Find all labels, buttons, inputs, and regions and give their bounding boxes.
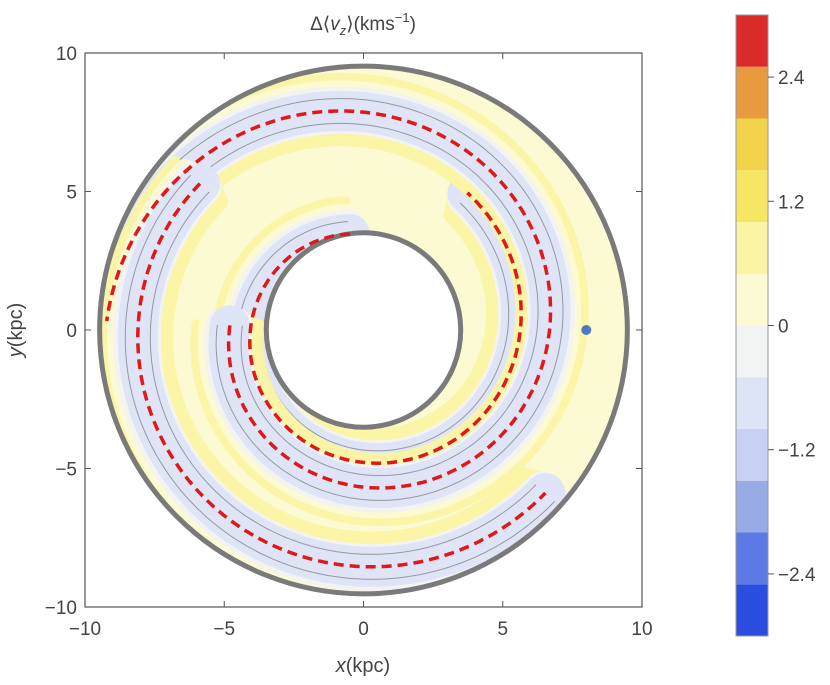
colorbar-swatch (736, 118, 768, 171)
colorbar-swatch (736, 15, 768, 67)
title-sub: z (339, 23, 347, 38)
inner-ring (263, 230, 464, 430)
contour-line (124, 174, 556, 580)
colorbar-tick-label: 2.4 (778, 68, 805, 89)
title-unit-end: ) (410, 14, 416, 35)
x-axis-label: x(kpc) (335, 655, 390, 677)
x-tick-label: 10 (631, 619, 652, 640)
colorbar-tick-label: −1.2 (778, 441, 816, 462)
colorbar-swatch (736, 170, 768, 222)
colorbar-tick-label: −2.4 (778, 565, 816, 586)
y-axis-label: y(kpc) (5, 303, 27, 359)
colorbar-tick-label: 1.2 (778, 192, 804, 213)
title-v: v (330, 14, 341, 35)
spiral-arms (104, 109, 553, 569)
y-axis-var: y (5, 346, 27, 359)
y-tick-label: −5 (55, 460, 77, 481)
colorbar: 2.4 1.2 0 −1.2 −2.4 (735, 14, 816, 637)
sun-position-marker (581, 325, 592, 335)
y-tick-label: 5 (66, 183, 77, 204)
x-axis-ticks: −10 −5 0 5 10 (69, 53, 653, 640)
title-open: ⟨ (323, 14, 330, 35)
colorbar-swatch (736, 584, 768, 636)
y-axis-ticks: −10 −5 0 5 10 (45, 44, 642, 619)
chart-title: Δ⟨vz⟩(kms−1) (310, 10, 416, 38)
colorbar-swatch (736, 222, 768, 274)
colorbar-swatch (736, 273, 768, 326)
spiral-arm-middle-arm (104, 109, 553, 490)
x-axis-unit: (kpc) (346, 655, 390, 677)
spiral-arm-inner-arm (248, 191, 523, 465)
title-unit: (kms (354, 14, 395, 35)
colorbar-tick-label: 0 (778, 317, 789, 338)
y-tick-label: 0 (66, 321, 77, 342)
y-tick-label: 10 (56, 44, 77, 65)
outer-ring (97, 63, 630, 597)
title-close: ⟩ (346, 14, 353, 35)
colorbar-swatch (736, 532, 768, 585)
x-tick-label: 5 (497, 619, 508, 640)
x-tick-label: −5 (213, 619, 235, 640)
title-delta: Δ (310, 14, 323, 35)
colorbar-swatch (736, 429, 768, 481)
y-axis-unit: (kpc) (5, 303, 27, 347)
colorbar-swatch (736, 480, 768, 533)
contour-line (99, 98, 564, 501)
title-exp: −1 (395, 10, 410, 25)
colorbar-swatch (736, 325, 768, 378)
colorbar-swatch (736, 66, 768, 119)
contour-line (149, 191, 537, 555)
x-tick-label: 0 (358, 619, 369, 640)
contour-line (118, 122, 539, 477)
colorbar-swatch (736, 377, 768, 429)
x-axis-var: x (335, 655, 347, 677)
y-tick-label: −10 (45, 598, 77, 619)
x-tick-label: −10 (69, 619, 101, 640)
spiral-arm-outer-arm (136, 182, 547, 569)
